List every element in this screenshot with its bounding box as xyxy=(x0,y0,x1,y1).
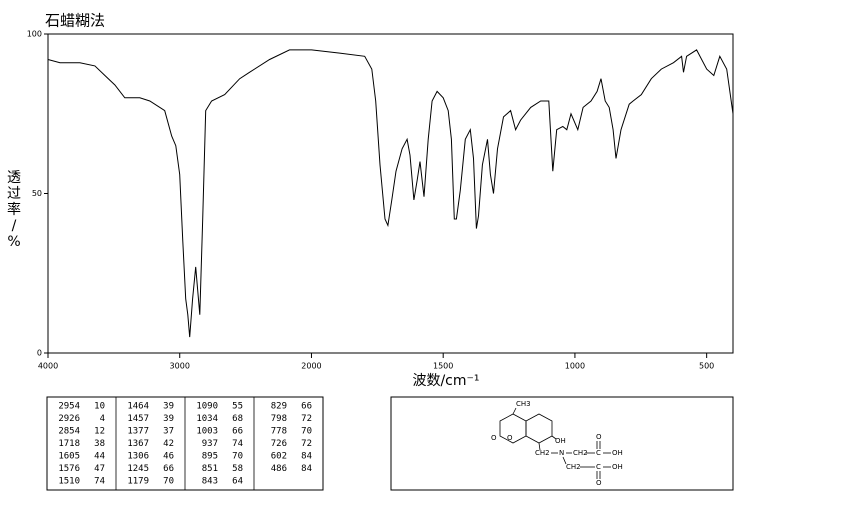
table-cell: 1457 xyxy=(127,414,149,424)
table-cell: 1090 xyxy=(196,402,218,412)
structure-frame xyxy=(390,396,734,491)
table-cell: 68 xyxy=(232,414,243,424)
table-cell: 70 xyxy=(232,452,243,462)
table-cell: 10 xyxy=(94,402,105,412)
table-cell: 2854 xyxy=(58,427,80,437)
table-cell: 843 xyxy=(202,477,218,487)
structure: CH3 O O OH CH2 N CH2 O C OH CH2 C OH O xyxy=(491,400,623,487)
atom-label: OH xyxy=(612,463,623,471)
bond xyxy=(538,442,541,451)
table-cell: 1718 xyxy=(58,439,80,449)
table-cell: 84 xyxy=(301,452,312,462)
table-cell: 64 xyxy=(232,477,243,487)
atom-label: C xyxy=(596,463,601,471)
x-tick-label: 1000 xyxy=(565,362,585,371)
table-cell: 44 xyxy=(94,452,105,462)
table-cell: 47 xyxy=(94,464,105,474)
atom-label: C xyxy=(596,449,601,457)
table-cell: 1464 xyxy=(127,402,149,412)
table-cell: 1367 xyxy=(127,439,149,449)
table-cell: 1576 xyxy=(58,464,80,474)
table-cell: 1003 xyxy=(196,427,218,437)
y-tick-label: 100 xyxy=(27,30,42,39)
plot-frame xyxy=(47,33,734,354)
atom-label: O xyxy=(596,479,602,487)
bond xyxy=(551,435,557,440)
spectrum-line xyxy=(47,49,734,338)
ring xyxy=(525,413,553,444)
atom-label: CH3 xyxy=(516,400,531,408)
table-cell: 798 xyxy=(271,414,287,424)
y-axis-label: 透过率/% xyxy=(7,170,21,250)
atom-label: O xyxy=(507,434,513,442)
table-cell: 2954 xyxy=(58,402,80,412)
table-cell: 74 xyxy=(94,477,105,487)
table-cell: 851 xyxy=(202,464,218,474)
x-tick-label: 2000 xyxy=(301,362,321,371)
ring xyxy=(499,413,527,444)
y-tick-label: 50 xyxy=(32,189,42,198)
table-cell: 70 xyxy=(301,427,312,437)
table-cell: 829 xyxy=(271,402,287,412)
table-cell: 1510 xyxy=(58,477,80,487)
table-cell: 46 xyxy=(163,452,174,462)
table-cell: 70 xyxy=(163,477,174,487)
table-cell: 72 xyxy=(301,414,312,424)
table-cell: 39 xyxy=(163,402,174,412)
chart-title: 石蜡糊法 xyxy=(45,12,105,30)
table-cell: 1306 xyxy=(127,452,149,462)
table-cell: 84 xyxy=(301,464,312,474)
table-cell: 37 xyxy=(163,427,174,437)
atom-label: OH xyxy=(555,437,566,445)
table-cell: 72 xyxy=(301,439,312,449)
atom-label: O xyxy=(596,433,602,441)
table-cell: 895 xyxy=(202,452,218,462)
table-cell: 66 xyxy=(232,427,243,437)
x-axis-label: 波数/cm⁻¹ xyxy=(412,373,479,389)
table-cell: 1605 xyxy=(58,452,80,462)
table-cell: 1377 xyxy=(127,427,149,437)
table-cell: 38 xyxy=(94,439,105,449)
table-cell: 1179 xyxy=(127,477,149,487)
table-cell: 66 xyxy=(301,402,312,412)
x-tick-label: 1500 xyxy=(433,362,453,371)
table-cell: 778 xyxy=(271,427,287,437)
atom-label: CH2 xyxy=(573,449,588,457)
atom-label: O xyxy=(491,434,497,442)
table-cell: 2926 xyxy=(58,414,80,424)
atom-label: N xyxy=(559,449,564,457)
x-tick-label: 4000 xyxy=(38,362,58,371)
table-cell: 55 xyxy=(232,402,243,412)
bond xyxy=(512,407,517,415)
table-cell: 58 xyxy=(232,464,243,474)
table-cell: 1245 xyxy=(127,464,149,474)
x-tick-label: 500 xyxy=(699,362,714,371)
table-cell: 602 xyxy=(271,452,287,462)
table-cell: 1034 xyxy=(196,414,218,424)
atom-label: CH2 xyxy=(566,463,581,471)
table-cell: 937 xyxy=(202,439,218,449)
table-cell: 66 xyxy=(163,464,174,474)
table-cell: 74 xyxy=(232,439,243,449)
table-cell: 726 xyxy=(271,439,287,449)
bond xyxy=(562,456,567,465)
table-cell: 39 xyxy=(163,414,174,424)
atom-label: OH xyxy=(612,449,623,457)
table-cell: 4 xyxy=(100,414,105,424)
table-cell: 486 xyxy=(271,464,287,474)
atom-label: CH2 xyxy=(535,449,550,457)
y-tick-label: 0 xyxy=(37,349,42,358)
table-cell: 42 xyxy=(163,439,174,449)
table-cell: 12 xyxy=(94,427,105,437)
x-tick-label: 3000 xyxy=(170,362,190,371)
